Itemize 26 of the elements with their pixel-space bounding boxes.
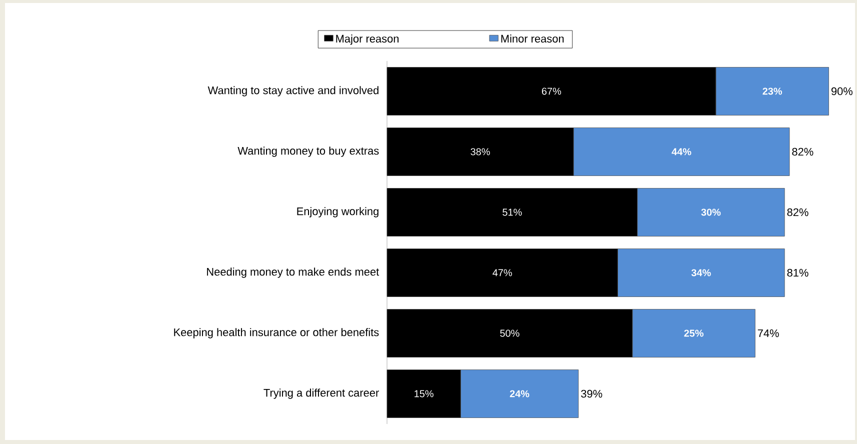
- data-label: 15%: [414, 390, 434, 398]
- data-label: 38%: [470, 148, 490, 156]
- data-label: 34%: [691, 269, 711, 276]
- data-label: 44%: [672, 148, 692, 156]
- data-label: 51%: [502, 208, 522, 216]
- data-label: 47%: [492, 269, 512, 276]
- y-tick-label: Wanting to stay active and involved: [208, 86, 378, 96]
- data-label: 25%: [684, 330, 704, 337]
- data-label: 67%: [542, 88, 562, 95]
- total-label: 39%: [581, 390, 602, 398]
- data-label: 50%: [500, 330, 520, 337]
- total-label: 74%: [758, 329, 779, 338]
- total-label: 81%: [787, 268, 808, 277]
- legend-label: Minor reason: [501, 34, 564, 43]
- y-tick-label: Keeping health insurance or other benefits: [174, 328, 379, 338]
- y-tick-label: Wanting money to buy extras: [238, 146, 379, 157]
- y-tick-label: Enjoying working: [297, 207, 378, 218]
- total-label: 82%: [787, 208, 808, 216]
- data-label: 23%: [762, 88, 782, 95]
- total-label: 82%: [792, 148, 814, 156]
- total-label: 90%: [831, 87, 852, 96]
- legend-label: Major reason: [336, 34, 399, 45]
- y-tick-label: Needing money to make ends meet: [207, 268, 380, 278]
- data-label: 24%: [510, 390, 530, 398]
- y-tick-label: Trying a different career: [264, 388, 379, 399]
- data-label: 30%: [701, 208, 721, 216]
